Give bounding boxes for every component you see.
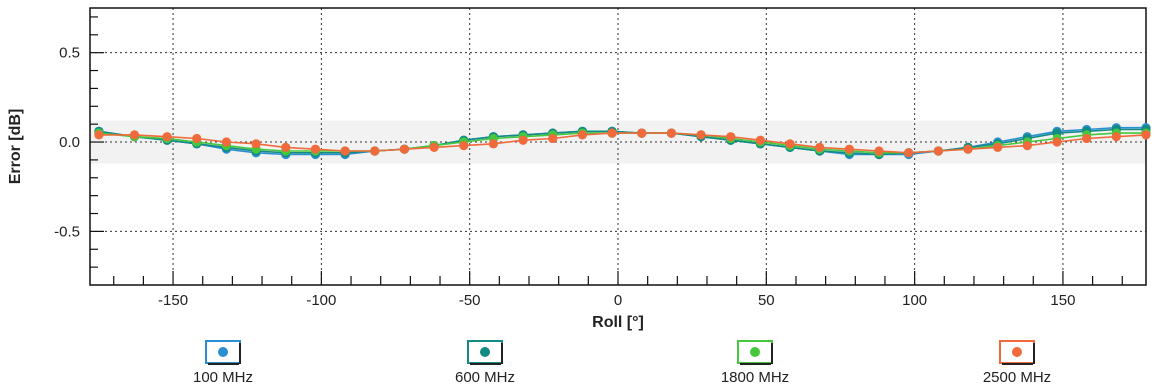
data-point — [94, 130, 104, 140]
data-point — [340, 146, 350, 156]
data-point — [429, 142, 439, 152]
data-point — [637, 128, 647, 138]
data-point — [933, 146, 943, 156]
series-line — [98, 128, 1146, 156]
x-tick-label: 150 — [1050, 292, 1075, 309]
minor-ticks — [90, 16, 1123, 285]
y-tick-label: -0.5 — [54, 223, 80, 240]
zero-band — [90, 120, 1146, 164]
data-point — [993, 142, 1003, 152]
legend: 100 MHz 600 MHz 1800 MHz 2500 MHz — [193, 340, 1051, 386]
data-point — [904, 148, 914, 158]
data-point — [1022, 141, 1032, 151]
data-point — [1082, 133, 1092, 144]
data-point — [815, 142, 825, 152]
data-point — [162, 132, 172, 142]
data-point — [459, 141, 469, 151]
legend-marker — [750, 347, 760, 357]
data-point — [548, 133, 558, 144]
data-point — [192, 133, 202, 144]
x-tick-label: 0 — [614, 292, 622, 309]
y-tick-labels: -0.5 0.0 0.5 — [54, 45, 80, 241]
legend-marker — [1012, 347, 1022, 357]
y-axis-title: Error [dB] — [7, 109, 24, 185]
data-point — [1111, 132, 1121, 142]
x-tick-label: -150 — [158, 292, 188, 309]
legend-label: 100 MHz — [193, 369, 253, 386]
data-point — [370, 146, 380, 156]
x-tick-label: 100 — [902, 292, 927, 309]
series-lines — [98, 126, 1147, 156]
legend-label: 600 MHz — [455, 369, 515, 386]
data-point — [281, 142, 291, 152]
legend-marker — [218, 347, 228, 357]
data-point — [696, 130, 706, 140]
data-point — [607, 128, 617, 138]
data-point — [666, 128, 676, 138]
data-point — [399, 144, 410, 154]
data-point — [251, 139, 261, 149]
data-point — [129, 130, 140, 140]
data-point — [518, 135, 528, 145]
data-point — [963, 144, 973, 154]
series-line — [98, 132, 1147, 154]
x-tick-label: 50 — [758, 292, 775, 309]
legend-label: 1800 MHz — [721, 369, 789, 386]
data-point — [488, 139, 499, 149]
data-point — [785, 139, 795, 149]
x-tick-label: -50 — [459, 292, 481, 309]
data-point — [1052, 137, 1062, 147]
data-point — [310, 144, 321, 154]
series-points — [94, 123, 1151, 160]
legend-label: 2500 MHz — [983, 369, 1051, 386]
data-point — [755, 135, 765, 145]
data-point — [874, 146, 884, 156]
y-tick-label: 0.5 — [59, 45, 80, 62]
data-point — [726, 132, 736, 142]
data-point — [577, 130, 588, 140]
data-point — [1141, 130, 1151, 140]
x-axis-title: Roll [°] — [592, 314, 644, 331]
legend-marker — [480, 347, 490, 357]
x-tick-labels: -150 -100 -50 0 50 100 150 — [158, 292, 1075, 309]
x-tick-label: -100 — [306, 292, 336, 309]
data-point — [221, 137, 232, 147]
data-point — [844, 144, 854, 154]
y-tick-label: 0.0 — [59, 134, 80, 151]
grid — [90, 8, 1146, 285]
